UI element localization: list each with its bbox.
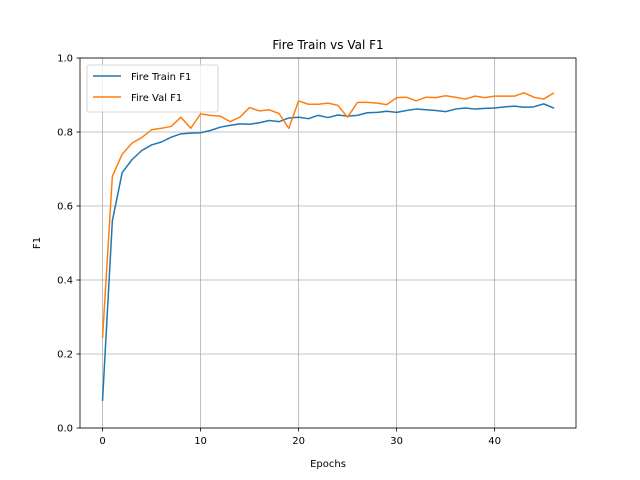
- x-tick-label: 0: [99, 436, 105, 447]
- y-axis-label: F1: [32, 237, 43, 249]
- axis-ticks: 0 10 20 30 40 0.0 0.2 0.4 0.6 0.8 1.0: [57, 54, 501, 448]
- y-tick-label: 0.6: [57, 202, 73, 213]
- chart-title: Fire Train vs Val F1: [272, 38, 383, 52]
- plot-area: [79, 57, 577, 429]
- series-lines: [101, 92, 555, 402]
- x-tick-label: 20: [292, 436, 305, 447]
- x-axis-label: Epochs: [310, 459, 346, 470]
- y-tick-label: 0.8: [57, 128, 73, 139]
- legend: Fire Train F1 Fire Val F1: [86, 64, 219, 113]
- x-tick-label: 30: [390, 436, 403, 447]
- series-line-fire-val-f1: [101, 92, 555, 339]
- y-tick-label: 0.4: [57, 276, 73, 287]
- series-line-fire-train-f1: [101, 103, 555, 402]
- y-tick-label: 0.2: [57, 350, 73, 361]
- x-tick-label: 10: [194, 436, 207, 447]
- y-tick-label: 1.0: [57, 54, 73, 65]
- legend-label-train: Fire Train F1: [131, 72, 191, 83]
- legend-label-val: Fire Val F1: [131, 93, 182, 104]
- y-tick-label: 0.0: [57, 424, 73, 435]
- x-tick-label: 40: [488, 436, 501, 447]
